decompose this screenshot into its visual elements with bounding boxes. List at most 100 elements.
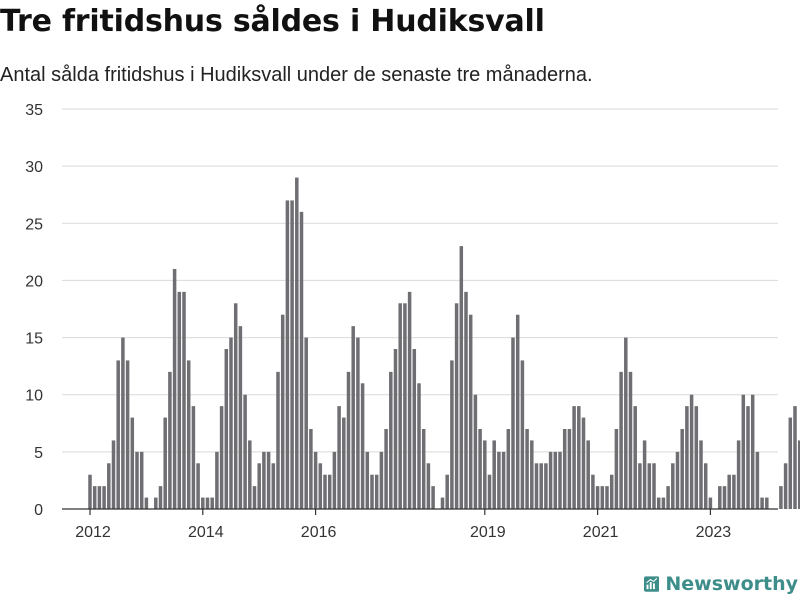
bar — [337, 406, 341, 509]
bar — [450, 360, 454, 509]
bar — [440, 497, 445, 509]
y-tick-label: 10 — [25, 388, 43, 405]
bar — [487, 474, 492, 509]
bar — [271, 463, 276, 509]
bar — [511, 337, 515, 509]
bar — [661, 497, 666, 509]
bar — [243, 394, 247, 509]
x-tick-label: 2012 — [75, 524, 111, 541]
bar — [722, 486, 727, 509]
bar — [107, 463, 111, 509]
bar — [102, 486, 106, 509]
bar — [581, 417, 586, 509]
bar — [478, 429, 482, 509]
bar — [732, 474, 736, 509]
brand-name: Newsworthy — [665, 573, 798, 595]
y-tick-label: 35 — [25, 102, 43, 119]
bar — [229, 337, 233, 509]
bar — [238, 326, 243, 509]
bar — [797, 440, 800, 509]
bar — [558, 451, 562, 509]
bar — [595, 486, 600, 509]
bar — [417, 383, 421, 509]
chart-title: Tre fritidshus såldes i Hudiksvall — [0, 4, 545, 39]
x-tick-label: 2019 — [470, 524, 506, 541]
bar — [788, 417, 793, 509]
bar — [210, 497, 214, 509]
x-tick-label: 2014 — [188, 524, 224, 541]
bar — [313, 451, 318, 509]
bar — [215, 451, 219, 509]
bar — [497, 451, 501, 509]
bar — [88, 474, 92, 509]
x-tick-label: 2021 — [583, 524, 619, 541]
bar — [323, 474, 327, 509]
bar — [544, 463, 548, 509]
bar — [318, 463, 323, 509]
x-tick-label: 2023 — [696, 524, 732, 541]
bar — [741, 394, 746, 509]
bar — [553, 451, 558, 509]
bar — [219, 406, 224, 509]
bar — [309, 429, 313, 509]
bar — [177, 291, 182, 509]
bar — [675, 451, 680, 509]
bars: 3 — [88, 177, 800, 510]
bar — [703, 463, 708, 509]
bar — [783, 463, 788, 509]
bar — [342, 417, 346, 509]
bar — [332, 451, 337, 509]
bar — [139, 451, 144, 509]
bar — [299, 211, 304, 510]
bar — [257, 463, 261, 509]
bar — [168, 371, 172, 509]
bar — [633, 406, 637, 509]
bar — [614, 429, 619, 509]
x-axis: 2012201420162019202120232025 — [62, 508, 778, 541]
bar — [483, 440, 487, 509]
bar — [624, 337, 628, 509]
bar — [224, 349, 229, 509]
bar — [473, 394, 478, 509]
bar — [351, 326, 355, 509]
bar-chart: 0 5 10 15 20 25 30 35 3 2012 2014 2016 2019 2021 202… — [25, 102, 800, 541]
bar — [266, 451, 271, 509]
bar — [290, 200, 294, 509]
bar — [196, 463, 200, 509]
bar — [609, 474, 614, 509]
bar — [389, 371, 393, 509]
bar — [647, 463, 652, 509]
bar — [407, 291, 412, 509]
bar — [158, 486, 163, 509]
bar — [464, 291, 468, 509]
bar — [360, 383, 365, 509]
bar — [191, 406, 196, 509]
bar — [736, 440, 741, 509]
newsworthy-logo: Newsworthy — [644, 568, 798, 600]
bar — [779, 486, 783, 509]
bar — [793, 406, 797, 509]
bar — [520, 360, 525, 509]
bar — [379, 451, 384, 509]
bar — [125, 360, 130, 509]
bar — [548, 451, 553, 509]
bar — [468, 314, 473, 509]
bar — [163, 417, 167, 509]
bar — [600, 486, 605, 509]
bar — [567, 429, 572, 509]
bar — [666, 486, 670, 509]
bar — [295, 177, 299, 509]
bar — [135, 451, 139, 509]
bar — [605, 486, 609, 509]
y-tick-label: 15 — [25, 331, 43, 348]
bar — [370, 474, 374, 509]
bar — [454, 303, 459, 509]
bar — [525, 429, 529, 509]
newsworthy-chart-icon — [644, 576, 660, 592]
bar — [750, 394, 755, 509]
bar — [285, 200, 290, 509]
bar — [233, 303, 238, 509]
bar — [97, 486, 102, 509]
bar — [572, 406, 576, 509]
bar — [111, 440, 116, 509]
